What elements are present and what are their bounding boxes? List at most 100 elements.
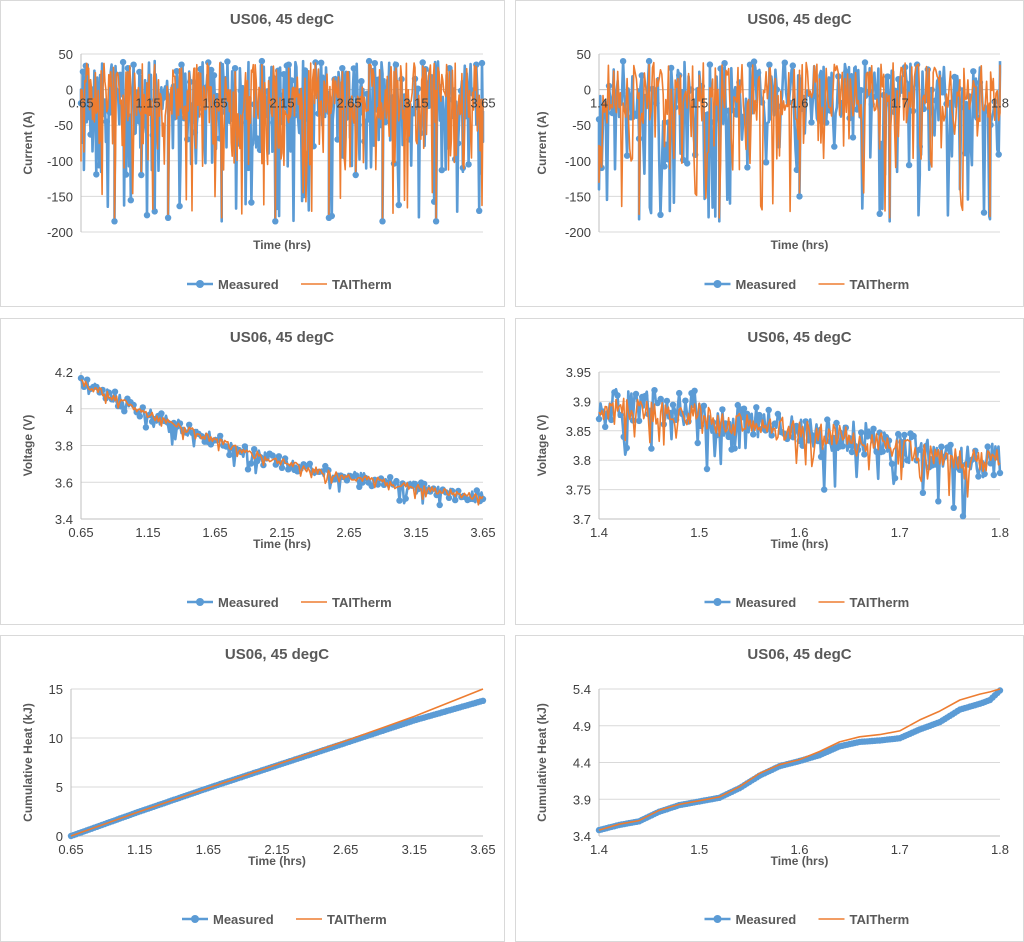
data-point	[614, 392, 621, 399]
legend-label: TAITherm	[332, 595, 392, 610]
data-point	[750, 431, 757, 438]
data-point	[789, 62, 796, 69]
legend-label: Measured	[736, 595, 797, 610]
y-tick-label: 3.4	[55, 512, 73, 527]
data-point	[224, 58, 231, 65]
data-point	[186, 421, 193, 428]
data-point	[768, 432, 775, 439]
data-point	[392, 61, 400, 68]
data-point	[793, 166, 800, 174]
data-point	[995, 151, 1002, 158]
data-point	[648, 445, 655, 452]
x-axis-label: Time (hrs)	[771, 854, 829, 868]
data-point	[339, 65, 346, 72]
x-tick-label: 1.65	[202, 525, 227, 540]
data-point	[609, 109, 616, 117]
data-point	[849, 134, 857, 141]
data-point	[635, 417, 643, 425]
data-point	[817, 453, 825, 460]
y-tick-label: 3.6	[55, 475, 73, 490]
legend: Measured TAITherm	[704, 595, 910, 610]
x-tick-label: 0.65	[68, 96, 93, 111]
data-point	[138, 171, 145, 179]
data-point	[824, 416, 831, 423]
data-point	[848, 448, 856, 456]
data-point	[935, 498, 942, 505]
x-tick-label: 1.6	[790, 525, 808, 540]
data-point	[103, 118, 111, 125]
data-point	[368, 482, 375, 490]
series-taitherm	[598, 61, 1001, 219]
data-point	[364, 90, 371, 98]
data-point	[756, 411, 763, 419]
data-point	[387, 474, 394, 481]
x-tick-label: 3.65	[470, 842, 495, 857]
data-point	[753, 404, 760, 411]
data-point	[975, 473, 982, 480]
x-tick-label: 1.8	[991, 842, 1009, 857]
data-point	[895, 430, 902, 438]
data-point	[473, 487, 480, 494]
chart-svg: US06, 45 degC 50 0 -50 -100 -150 -200 0.65 1.15 1…	[21, 11, 496, 292]
data-point	[318, 59, 325, 66]
data-point	[272, 218, 279, 225]
data-point	[441, 113, 448, 120]
legend: Measured TAITherm	[182, 912, 387, 927]
data-point	[275, 453, 283, 460]
data-point	[980, 209, 988, 216]
data-point	[774, 410, 782, 418]
chart-title: US06, 45 degC	[230, 329, 334, 346]
y-tick-label: 0	[584, 83, 591, 98]
chart-svg: US06, 45 degC 50 0 -50 -100 -150 -200 1.4 1.5 1.6…	[535, 11, 1009, 292]
data-point	[843, 68, 850, 75]
data-point	[901, 431, 908, 439]
y-tick-label: 3.95	[566, 365, 591, 380]
legend-label: Measured	[736, 912, 797, 927]
legend-marker	[713, 598, 722, 606]
series-line	[80, 379, 484, 506]
data-point	[858, 429, 865, 436]
y-axis-label: Current (A)	[535, 111, 549, 174]
x-axis-label: Time (hrs)	[771, 238, 829, 252]
data-point	[706, 61, 714, 68]
data-point	[445, 494, 453, 501]
legend-marker	[191, 915, 199, 923]
data-point	[808, 119, 815, 126]
y-tick-label: -100	[565, 154, 591, 169]
y-tick-label: 5	[56, 780, 63, 795]
chart-svg: US06, 45 degC 15 10 5 00.65 1.15 1.65 2.15 2.65 3…	[21, 646, 496, 927]
x-tick-label: 3.65	[470, 96, 495, 111]
data-point	[87, 131, 94, 138]
data-point	[393, 477, 400, 485]
data-point	[657, 395, 664, 403]
legend-marker	[713, 915, 722, 923]
data-point	[872, 93, 879, 100]
chart-panel-voltage-full: US06, 45 degC 4.2 4 3.8 3.6 3.4 0.65 1.15 1.65 2.…	[0, 318, 505, 625]
data-point	[278, 464, 286, 471]
data-point	[217, 432, 224, 440]
data-point	[111, 218, 118, 225]
x-tick-label: 2.15	[269, 96, 294, 111]
data-point	[294, 106, 301, 113]
data-point	[93, 171, 100, 178]
data-point	[861, 59, 869, 66]
series-line	[597, 387, 1002, 518]
data-point	[833, 419, 840, 427]
data-point	[608, 416, 615, 424]
legend: Measured TAITherm	[187, 277, 392, 292]
series-line	[598, 61, 1001, 219]
data-point	[248, 199, 255, 206]
y-tick-label: 0	[66, 83, 73, 98]
y-tick-label: 3.7	[573, 512, 591, 527]
x-tick-label: 1.4	[590, 842, 608, 857]
data-point	[478, 59, 486, 67]
x-tick-label: 0.65	[58, 842, 83, 857]
legend-label: TAITherm	[850, 595, 910, 610]
chart-panel-heat-full: US06, 45 degC 15 10 5 0 0.65 1.15 1.65 2.15 2.65 3…	[0, 635, 505, 942]
legend: Measured TAITherm	[704, 277, 909, 292]
data-point	[916, 446, 923, 453]
data-point	[365, 57, 373, 65]
data-point	[981, 470, 988, 478]
y-tick-label: 3.75	[566, 483, 591, 498]
x-tick-label: 3.15	[403, 96, 428, 111]
